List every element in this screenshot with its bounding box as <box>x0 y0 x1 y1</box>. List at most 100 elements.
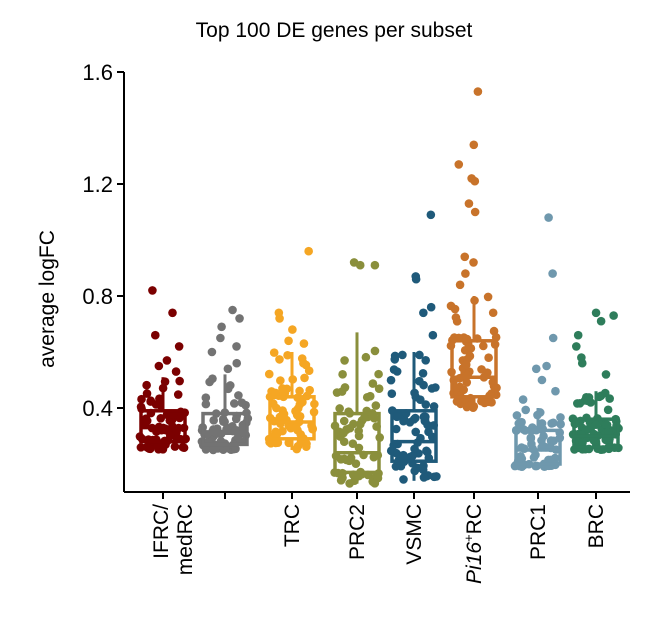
data-point <box>371 401 381 410</box>
outlier-point <box>464 199 474 208</box>
outlier-point <box>596 316 606 326</box>
data-point <box>392 367 402 376</box>
data-point <box>483 397 493 407</box>
outlier-point <box>148 286 157 295</box>
data-point <box>345 423 355 433</box>
outlier-point <box>537 375 547 385</box>
data-point <box>222 424 231 434</box>
data-point <box>165 431 175 441</box>
outlier-point <box>460 252 470 262</box>
data-point <box>416 395 425 404</box>
outlier-point <box>228 305 237 315</box>
data-point <box>351 459 361 468</box>
data-point <box>514 419 524 428</box>
data-point <box>459 385 469 395</box>
data-point <box>575 399 585 408</box>
y-axis-title: average logFC <box>36 230 59 368</box>
data-point <box>278 384 287 393</box>
data-point <box>484 353 493 363</box>
data-point <box>338 370 347 379</box>
data-point <box>339 416 349 426</box>
data-point <box>374 369 383 379</box>
data-point <box>483 292 493 302</box>
data-point <box>421 356 430 365</box>
data-point <box>423 447 432 457</box>
label-gene: Pi16 <box>463 542 486 584</box>
outlier-point <box>455 280 465 290</box>
data-point <box>292 444 302 454</box>
data-point <box>144 444 154 453</box>
outlier-point <box>419 308 428 318</box>
data-point <box>229 399 239 408</box>
data-point <box>272 403 281 413</box>
data-point <box>300 373 309 383</box>
outlier-point <box>518 395 528 404</box>
data-point <box>173 390 183 399</box>
label-superscript: + <box>461 534 476 542</box>
outlier-point <box>275 314 284 323</box>
data-point <box>548 418 558 428</box>
data-point <box>603 405 613 415</box>
outlier-point <box>609 311 618 320</box>
data-point <box>547 437 556 447</box>
data-point <box>488 308 498 318</box>
data-point <box>297 354 307 363</box>
y-tick-label: 1.2 <box>82 172 113 197</box>
data-point <box>237 398 247 407</box>
outlier-point <box>573 330 583 340</box>
data-point <box>399 475 408 484</box>
data-point <box>462 378 472 387</box>
data-point <box>415 350 424 360</box>
outlier-point <box>154 361 164 371</box>
data-point <box>302 442 311 451</box>
outlier-point <box>461 269 470 278</box>
data-point <box>275 355 284 364</box>
outlier-point <box>216 333 225 343</box>
outlier-point <box>232 358 242 368</box>
chart-title: Top 100 DE genes per subset <box>196 19 473 42</box>
outlier-point <box>207 347 217 357</box>
data-point <box>461 360 471 370</box>
data-point <box>264 369 274 379</box>
data-point <box>452 397 462 406</box>
data-point <box>589 436 599 445</box>
outlier-point <box>531 364 541 374</box>
data-point <box>335 404 344 413</box>
outlier-point <box>577 358 587 368</box>
outlier-point <box>470 207 480 217</box>
outlier-point <box>426 302 436 312</box>
data-point <box>283 350 292 360</box>
data-point <box>368 379 378 388</box>
data-point <box>175 376 184 386</box>
data-point <box>208 374 217 383</box>
y-tick-label: 1.6 <box>82 60 113 85</box>
outlier-point <box>355 260 365 270</box>
data-point <box>356 419 365 429</box>
data-point <box>451 313 461 322</box>
outlier-point <box>426 210 436 220</box>
data-point <box>295 386 304 396</box>
data-point <box>583 396 593 406</box>
data-point <box>369 452 379 462</box>
data-point <box>370 479 380 488</box>
outlier-point <box>150 330 160 340</box>
data-point <box>411 427 421 437</box>
data-point <box>418 369 428 378</box>
outlier-point <box>591 308 601 318</box>
label-suffix: RC <box>463 504 486 534</box>
box <box>450 339 498 399</box>
y-tick-label: 0.8 <box>82 284 113 309</box>
data-point <box>295 400 305 409</box>
data-point <box>339 428 348 438</box>
data-point <box>451 383 461 392</box>
outlier-point <box>174 342 184 351</box>
data-point <box>578 438 587 447</box>
outlier-point <box>171 367 181 376</box>
outlier-point <box>288 325 297 334</box>
outlier-point <box>370 260 380 270</box>
data-point <box>432 472 441 481</box>
x-tick-label: medRC <box>174 504 197 575</box>
data-point <box>399 450 408 460</box>
data-point <box>450 304 460 314</box>
data-point <box>276 376 285 385</box>
